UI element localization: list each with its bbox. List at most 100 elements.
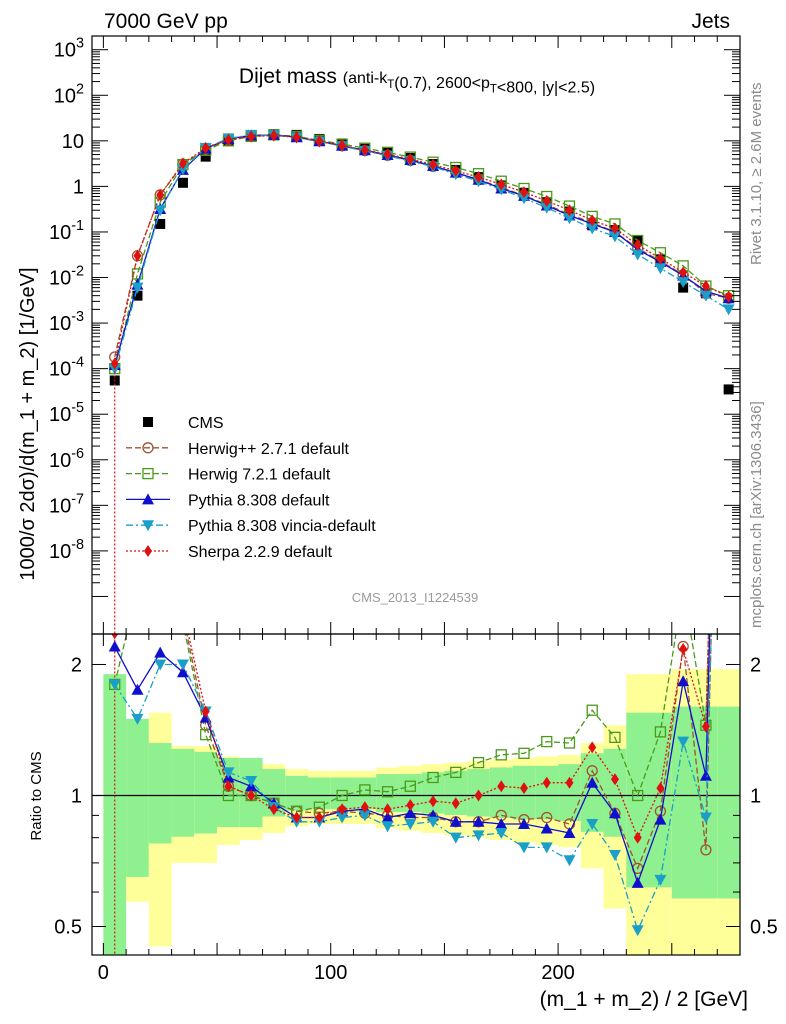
analysis-id: CMS_2013_I1224539 <box>352 590 479 605</box>
data-point <box>451 797 460 810</box>
data-point <box>632 789 644 802</box>
series-pythia-8-308-vincia-default <box>108 129 735 375</box>
data-point <box>495 749 507 761</box>
data-point <box>565 204 574 217</box>
ratio-tick-label: 1 <box>71 785 82 807</box>
legend: CMS Herwig++ 2.7.1 default Herwig 7.2.1 de… <box>126 415 376 561</box>
y-axis-label: 1000/σ 2dσ)/d(m_1 + m_2) [1/GeV] <box>17 267 39 580</box>
data-point <box>450 766 462 779</box>
data-point <box>563 737 576 749</box>
data-point <box>540 202 553 214</box>
data-point <box>565 776 574 789</box>
legend-entry: CMS <box>143 415 224 432</box>
data-point <box>495 827 508 839</box>
series-cms <box>109 129 734 395</box>
y-tick-label: 10-3 <box>49 309 84 335</box>
data-point <box>359 784 371 796</box>
ratio-tick-label-right: 0.5 <box>750 916 778 938</box>
data-point <box>142 520 154 532</box>
ratio-line <box>114 634 710 812</box>
ratio-tick-label-right: 1 <box>750 785 761 807</box>
data-point <box>245 775 258 787</box>
data-point <box>541 735 553 748</box>
band-stat <box>126 718 149 877</box>
data-point <box>497 780 506 793</box>
data-point <box>724 290 733 303</box>
data-point <box>131 683 144 695</box>
data-point <box>701 280 710 293</box>
band-stat <box>148 743 172 844</box>
ratio-line <box>114 634 711 885</box>
data-point <box>224 133 233 146</box>
band-stat <box>376 774 399 813</box>
plot-title: Dijet mass (anti-kT(0.7), 2600<pT<800, |… <box>239 65 595 97</box>
x-tick-label: 100 <box>314 962 347 984</box>
legend-entry: Pythia 8.308 default <box>126 492 330 509</box>
band-stat <box>103 674 127 955</box>
data-point <box>472 756 485 769</box>
data-point <box>608 849 621 861</box>
data-point <box>144 545 152 557</box>
data-point <box>586 223 599 235</box>
band-stat <box>398 774 422 813</box>
data-point <box>111 634 119 640</box>
band-stat <box>353 777 377 810</box>
band-stat <box>558 764 581 821</box>
ratio-tick-label: 0.5 <box>54 916 82 938</box>
data-point <box>518 842 530 854</box>
band-stat <box>330 777 354 810</box>
main-panel-series <box>108 128 735 955</box>
y-tick-label: 10-8 <box>49 537 84 563</box>
data-point <box>133 409 141 421</box>
ratio-y-axis-label: Ratio to CMS <box>28 751 45 840</box>
y-tick-label: 10-5 <box>49 400 84 426</box>
data-point <box>383 803 392 816</box>
legend-entry: Herwig++ 2.7.1 default <box>126 441 350 458</box>
data-point <box>338 139 347 152</box>
data-point <box>247 789 256 802</box>
data-point <box>474 789 483 802</box>
data-point <box>495 817 508 829</box>
band-stat <box>444 770 468 815</box>
data-point <box>315 135 324 148</box>
data-point <box>178 617 188 627</box>
data-point <box>142 442 154 454</box>
header-right: Jets <box>691 10 730 33</box>
data-point <box>336 812 349 824</box>
data-point <box>677 675 690 687</box>
data-point <box>177 177 188 188</box>
data-point <box>699 812 712 824</box>
data-point <box>449 832 462 844</box>
ratio-frame <box>91 633 741 956</box>
data-point <box>142 467 154 480</box>
ratio-line <box>187 634 710 840</box>
data-point <box>176 666 189 678</box>
data-point <box>178 157 187 170</box>
data-point <box>610 222 619 235</box>
legend-entry: Sherpa 2.2.9 default <box>126 544 333 561</box>
uncertainty-bands <box>103 669 740 955</box>
data-point <box>108 640 121 652</box>
ratio-pythia-8-308-vincia-default <box>108 634 712 937</box>
y-tick-label: 10-2 <box>49 264 84 290</box>
data-point <box>656 782 665 795</box>
data-point <box>654 874 667 886</box>
data-point <box>338 803 347 816</box>
data-point <box>677 736 690 748</box>
data-point <box>472 830 485 842</box>
data-point <box>654 726 667 738</box>
data-point <box>542 776 551 789</box>
data-point <box>474 171 483 184</box>
data-point <box>449 815 462 827</box>
data-point <box>178 610 188 620</box>
y-tick-label: 10-7 <box>49 491 84 517</box>
title-main: Dijet mass <box>239 65 337 88</box>
data-point <box>292 131 301 144</box>
data-point <box>155 583 165 593</box>
data-point <box>154 646 167 658</box>
data-point <box>406 799 415 812</box>
legend-entry: Herwig 7.2.1 default <box>126 467 331 484</box>
series-line <box>114 134 729 369</box>
data-point <box>131 713 144 725</box>
data-point <box>155 515 165 525</box>
